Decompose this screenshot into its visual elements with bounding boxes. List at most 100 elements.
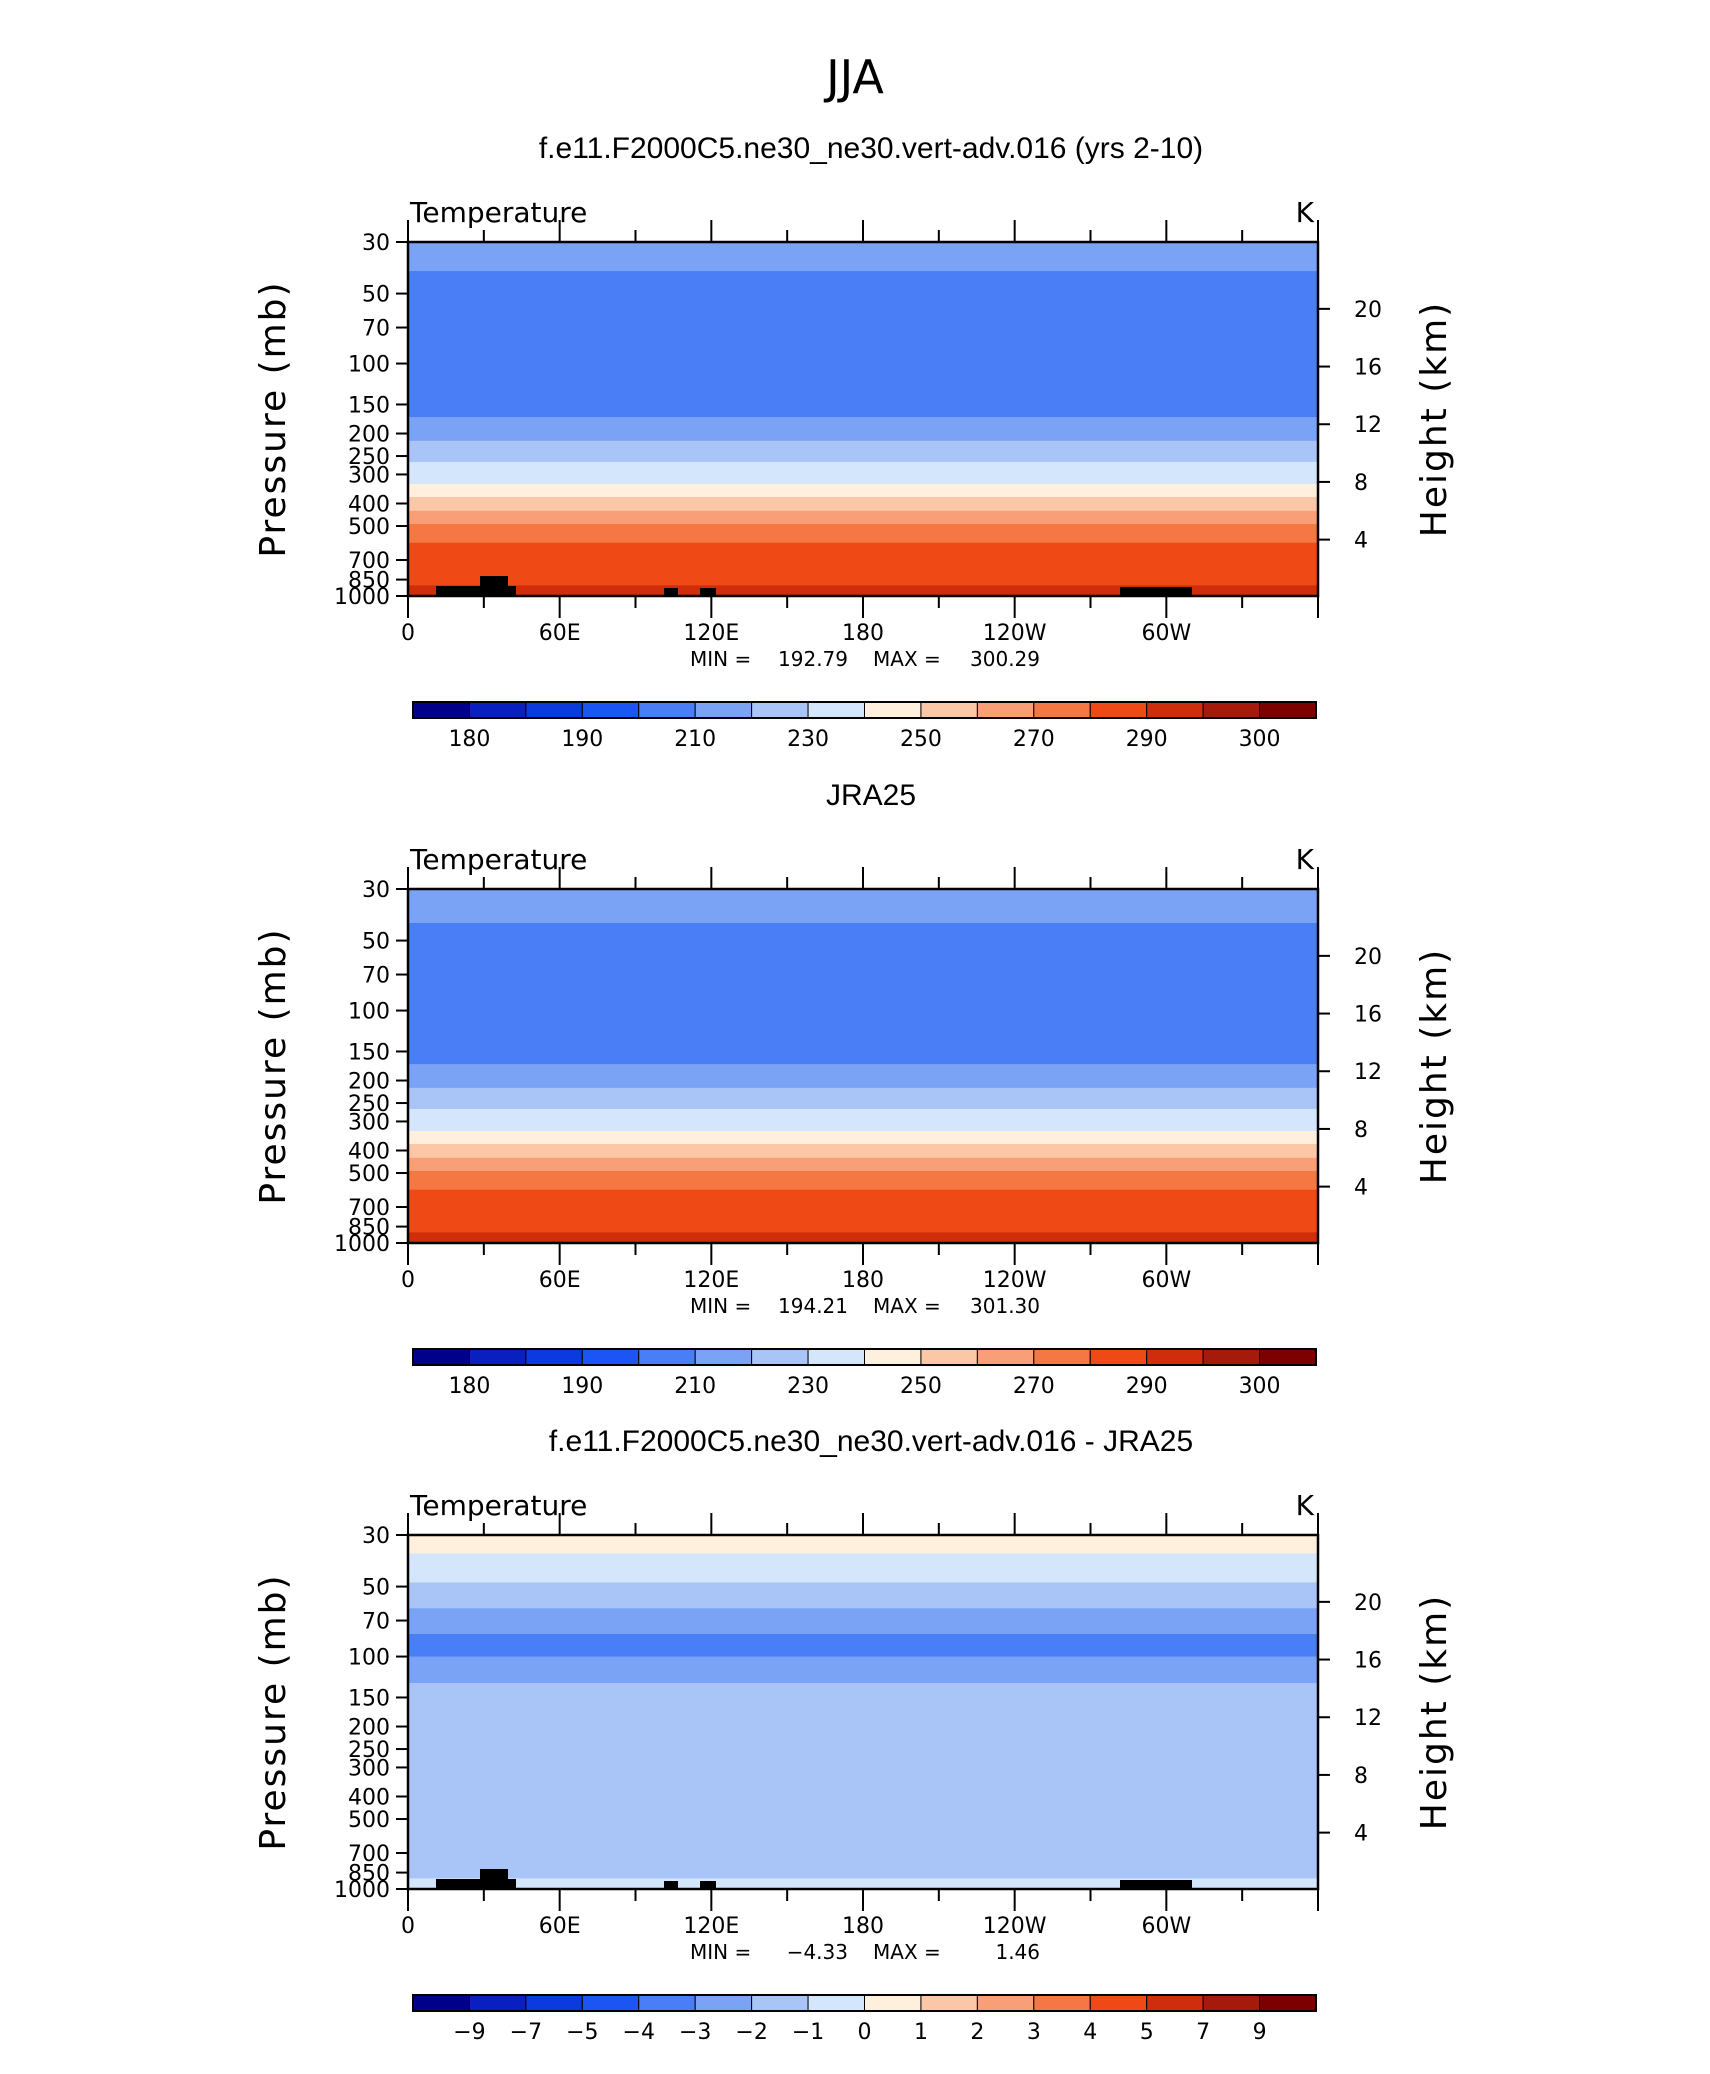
y-tick-label: 200	[348, 1070, 390, 1095]
colorbar-label: 250	[900, 727, 942, 752]
topography-mask	[1120, 1880, 1192, 1889]
y2-tick-label: 12	[1354, 1706, 1382, 1731]
colorbar-box	[807, 1348, 865, 1366]
topography-mask	[664, 588, 678, 596]
topography-mask	[664, 1881, 678, 1889]
y-tick-label: 1000	[334, 1232, 390, 1257]
colorbar-label: −2	[735, 2020, 767, 2045]
min-label: MIN =	[690, 1940, 751, 1964]
colorbar-label: 230	[787, 1374, 829, 1399]
colorbar-box	[920, 1348, 978, 1366]
colorbar-box	[1033, 1994, 1091, 2012]
colorbar-label: 250	[900, 1374, 942, 1399]
min-label: MIN =	[690, 647, 751, 671]
y-axis-title: Pressure (mb)	[253, 1573, 294, 1850]
colorbar-label: −3	[679, 2020, 711, 2045]
contour-band	[408, 585, 1318, 597]
y2-tick-label: 8	[1354, 471, 1368, 496]
y-tick-label: 700	[348, 1196, 390, 1221]
contour-band	[408, 316, 1318, 391]
colorbar-box	[1089, 701, 1148, 719]
topography-mask	[480, 1869, 508, 1889]
y2-tick-label: 20	[1354, 298, 1382, 323]
colorbar-label: 190	[561, 1374, 603, 1399]
colorbar-box	[581, 701, 640, 719]
topography-mask	[436, 1879, 516, 1889]
y-tick-label: 400	[348, 492, 390, 517]
x-tick-label: 120W	[983, 1268, 1047, 1293]
colorbar-box	[864, 701, 922, 719]
colorbar-box	[1259, 1348, 1317, 1366]
y-tick-label: 850	[348, 569, 390, 594]
colorbar-box	[920, 701, 978, 719]
y-tick-label: 30	[362, 1524, 390, 1549]
contour-band	[408, 1108, 1318, 1132]
x-tick-label: 180	[842, 1268, 884, 1293]
topography-mask	[700, 588, 716, 596]
figure-title: JJA	[823, 50, 884, 104]
y-axis-title: Pressure (mb)	[253, 927, 294, 1204]
colorbar-box	[694, 1348, 753, 1366]
colorbar-box	[1259, 701, 1317, 719]
contour-band	[408, 1683, 1318, 1879]
colorbar-box	[694, 701, 753, 719]
units-label: K	[1296, 196, 1315, 229]
colorbar-label: 0	[858, 2020, 872, 2045]
x-tick-label: 60E	[539, 621, 581, 646]
colorbar-label: 210	[674, 1374, 716, 1399]
colorbar-label: −9	[453, 2020, 485, 2045]
max-value: 300.29	[970, 647, 1040, 671]
y-tick-label: 250	[348, 1092, 390, 1117]
y-tick-label: 850	[348, 1862, 390, 1887]
x-tick-label: 180	[842, 621, 884, 646]
y2-tick-label: 8	[1354, 1764, 1368, 1789]
colorbar-box	[1202, 701, 1261, 719]
colorbar-label: 210	[674, 727, 716, 752]
y2-tick-label: 12	[1354, 413, 1382, 438]
y-tick-label: 70	[362, 964, 390, 989]
contour-band	[408, 1535, 1318, 1554]
min-value: 192.79	[778, 647, 848, 671]
colorbar-box	[468, 1994, 527, 2012]
contour-band	[408, 1634, 1318, 1658]
colorbar-label: 190	[561, 727, 603, 752]
y2-tick-label: 16	[1354, 1003, 1382, 1028]
panel-title: f.e11.F2000C5.ne30_ne30.vert-adv.016 (yr…	[539, 132, 1203, 165]
colorbar-box	[412, 1994, 470, 2012]
colorbar-label: −4	[623, 2020, 655, 2045]
colorbar-label: 270	[1013, 727, 1055, 752]
y-tick-label: 150	[348, 393, 390, 418]
variable-label: Temperature	[409, 196, 587, 229]
colorbar-label: 300	[1239, 1374, 1281, 1399]
topography-mask	[480, 576, 508, 596]
x-tick-label: 60W	[1141, 1914, 1191, 1939]
colorbar-box	[1089, 1348, 1148, 1366]
colorbar-label: 290	[1126, 1374, 1168, 1399]
y-tick-label: 200	[348, 423, 390, 448]
contour-band	[408, 922, 1318, 1001]
colorbar-label: 180	[448, 1374, 490, 1399]
y-tick-label: 70	[362, 317, 390, 342]
colorbar-box	[1202, 1994, 1261, 2012]
colorbar-box	[468, 701, 527, 719]
panel-title: f.e11.F2000C5.ne30_ne30.vert-adv.016 - J…	[549, 1425, 1193, 1458]
colorbar-label: −1	[792, 2020, 824, 2045]
x-tick-label: 0	[401, 1914, 415, 1939]
min-label: MIN =	[690, 1294, 751, 1318]
contour-band	[408, 889, 1318, 924]
y-tick-label: 300	[348, 463, 390, 488]
colorbar-box	[864, 1348, 922, 1366]
colorbar-box	[1146, 1994, 1204, 2012]
y-tick-label: 250	[348, 445, 390, 470]
topography-mask	[700, 1881, 716, 1889]
y-tick-label: 30	[362, 878, 390, 903]
units-label: K	[1296, 1489, 1315, 1522]
x-tick-label: 0	[401, 1268, 415, 1293]
colorbar-label: 5	[1140, 2020, 1154, 2045]
y2-tick-label: 12	[1354, 1060, 1382, 1085]
colorbar-label: 9	[1253, 2020, 1267, 2045]
y2-tick-label: 20	[1354, 1591, 1382, 1616]
contour-band	[408, 1608, 1318, 1635]
y-tick-label: 50	[362, 930, 390, 955]
